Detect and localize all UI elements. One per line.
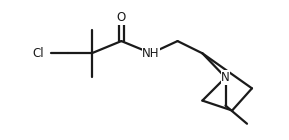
- Text: Cl: Cl: [32, 47, 44, 60]
- Text: NH: NH: [142, 47, 160, 60]
- Text: N: N: [221, 71, 230, 84]
- Text: O: O: [117, 11, 126, 24]
